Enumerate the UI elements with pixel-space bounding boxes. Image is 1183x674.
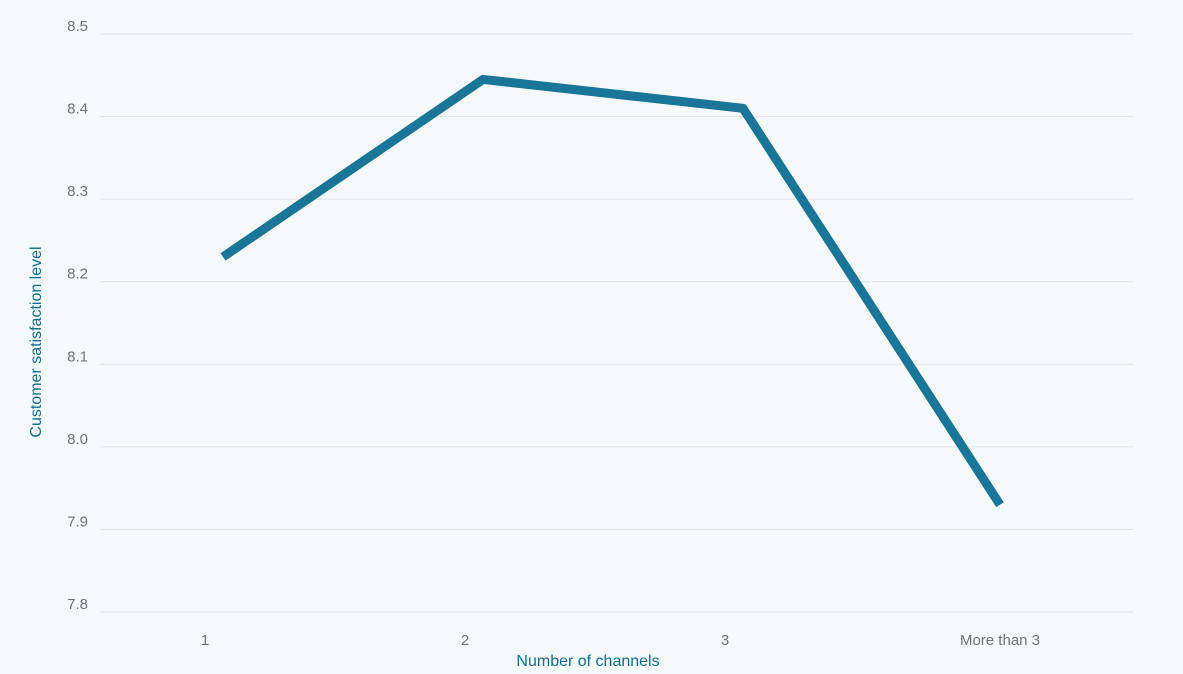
y-tick-label: 8.1 xyxy=(67,348,88,365)
x-axis-ticks: 1 2 3 More than 3 xyxy=(201,632,1040,649)
grid-lines xyxy=(100,33,1133,613)
y-tick-label: 8.2 xyxy=(67,266,88,283)
x-tick-label: More than 3 xyxy=(960,632,1040,649)
y-axis-title: Customer satisfaction level xyxy=(28,246,45,437)
y-tick-label: 7.8 xyxy=(67,596,88,613)
y-tick-label: 8.3 xyxy=(67,183,88,200)
y-tick-label: 8.0 xyxy=(67,431,88,448)
series-line xyxy=(220,74,1004,508)
y-tick-label: 8.5 xyxy=(67,18,88,35)
x-tick-label: 3 xyxy=(721,632,729,649)
x-tick-label: 1 xyxy=(201,632,209,649)
x-tick-label: 2 xyxy=(461,632,469,649)
series-group xyxy=(220,74,1004,508)
y-tick-label: 7.9 xyxy=(67,513,88,530)
x-axis-title: Number of channels xyxy=(516,653,659,670)
y-axis-ticks: 8.5 8.4 8.3 8.2 8.1 8.0 7.9 7.8 xyxy=(67,18,88,613)
y-tick-label: 8.4 xyxy=(67,101,88,118)
